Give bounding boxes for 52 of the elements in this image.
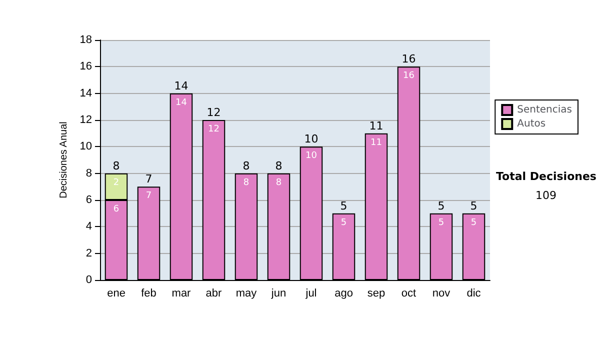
y-tick-label: 10 bbox=[80, 140, 92, 153]
x-tick-label: abr bbox=[206, 288, 222, 300]
total-label: 8 bbox=[112, 159, 120, 172]
y-tick-label: 2 bbox=[86, 247, 92, 260]
data-label: 11 bbox=[370, 138, 382, 148]
x-tick-label: dic bbox=[466, 288, 482, 300]
y-tick-label: 16 bbox=[80, 60, 92, 73]
data-label: 7 bbox=[146, 191, 152, 202]
total-label: 14 bbox=[174, 79, 188, 92]
text: 109 bbox=[534, 189, 558, 202]
data-label: 6 bbox=[113, 204, 120, 214]
x-tick-label: mar bbox=[172, 288, 192, 300]
total-label: 8 bbox=[275, 159, 282, 172]
y-tick-label: 8 bbox=[86, 167, 92, 180]
y-tick-label: 18 bbox=[80, 34, 92, 46]
x-tick-label: sep bbox=[367, 288, 386, 300]
y-tick-label: 6 bbox=[86, 194, 92, 206]
data-label: 10 bbox=[306, 151, 318, 162]
total-label: 8 bbox=[242, 159, 250, 172]
x-tick-label: jul bbox=[304, 288, 317, 300]
total-label: 11 bbox=[369, 119, 384, 132]
total-label: 7 bbox=[145, 172, 152, 186]
data-label: 12 bbox=[208, 124, 220, 134]
x-tick-label: jun bbox=[270, 288, 286, 300]
data-label: 8 bbox=[276, 178, 282, 188]
data-label: 14 bbox=[176, 98, 188, 108]
y-tick-label: 0 bbox=[86, 274, 92, 286]
y-tick-label: 12 bbox=[80, 114, 92, 126]
x-tick-label: nov bbox=[432, 288, 451, 300]
data-label: 5 bbox=[470, 218, 477, 228]
legend-label: Autos bbox=[517, 118, 546, 130]
total-label: 10 bbox=[304, 132, 318, 146]
x-tick-label: feb bbox=[141, 288, 156, 300]
x-tick-label: ago bbox=[334, 288, 353, 300]
text: Total Decisiones bbox=[496, 170, 596, 183]
total-label: 5 bbox=[438, 199, 445, 212]
x-tick-label: oct bbox=[401, 288, 416, 300]
y-axis-title: Decisiones Anual bbox=[58, 122, 70, 198]
data-label: 16 bbox=[403, 71, 415, 82]
data-label: 5 bbox=[340, 218, 347, 228]
total-label: 5 bbox=[340, 199, 348, 212]
data-label: 5 bbox=[438, 218, 444, 228]
total-label: 12 bbox=[206, 106, 221, 119]
total-label: 16 bbox=[402, 52, 416, 66]
data-label: 2 bbox=[113, 178, 120, 188]
y-tick-label: 4 bbox=[86, 220, 92, 233]
x-tick-label: may bbox=[236, 288, 258, 300]
x-tick-label: ene bbox=[107, 288, 126, 300]
legend-label: Sentencias bbox=[517, 104, 572, 116]
total-label: 5 bbox=[470, 199, 478, 212]
y-tick-label: 14 bbox=[80, 87, 92, 100]
data-label: 8 bbox=[243, 178, 250, 188]
